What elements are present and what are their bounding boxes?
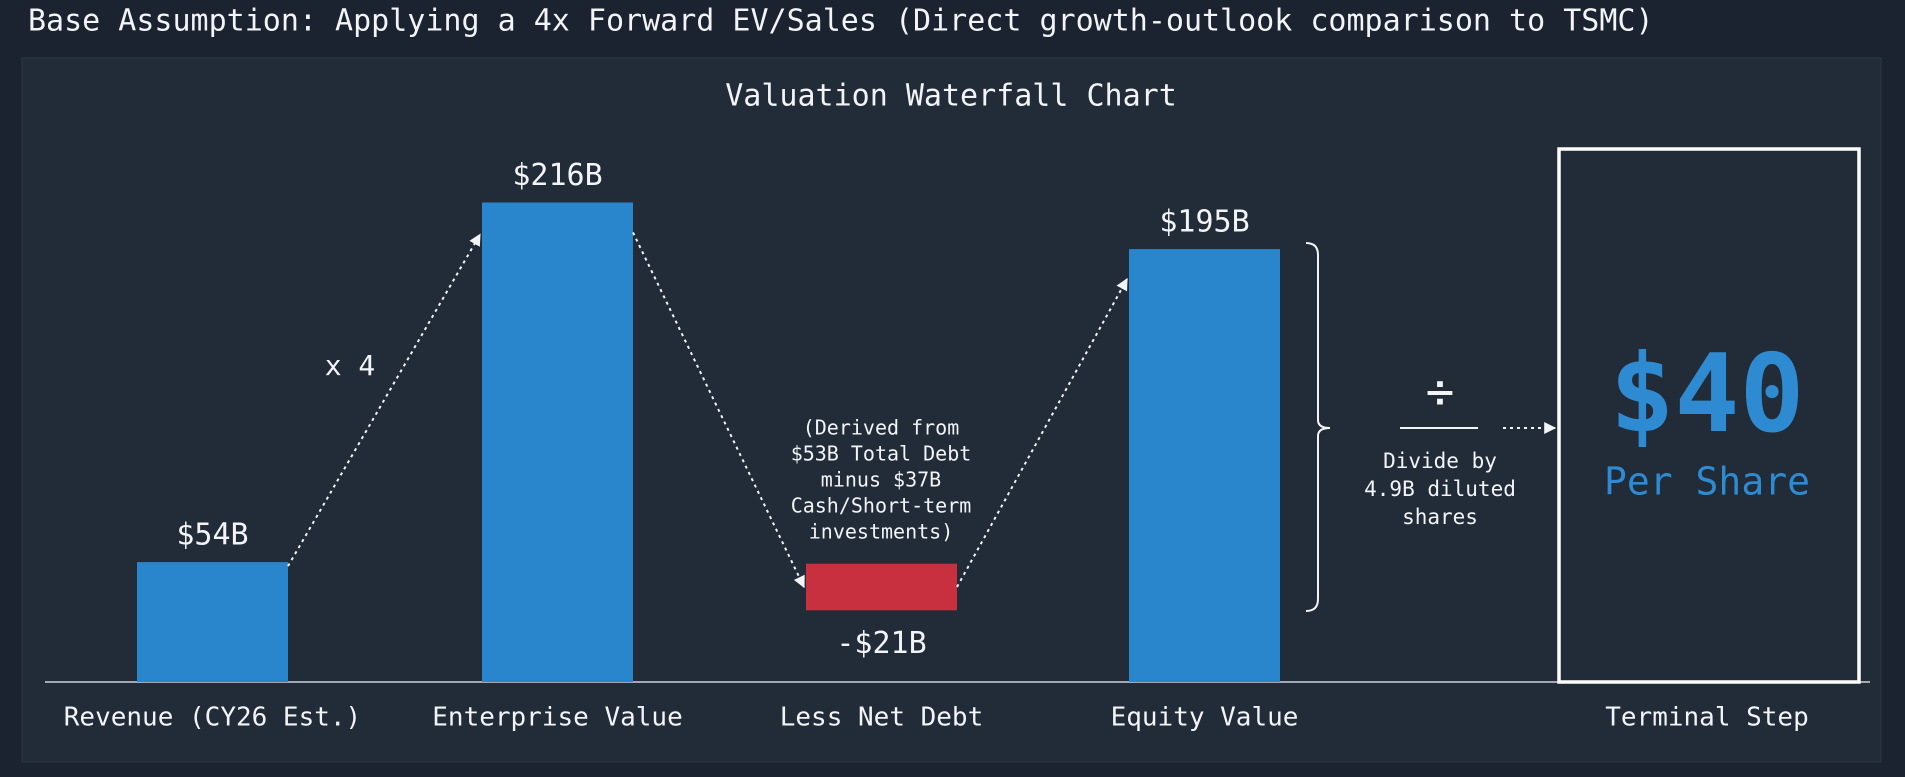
annotation: $53B Total Debt — [791, 442, 972, 466]
connector — [956, 278, 1128, 588]
x-tick-label: Less Net Debt — [780, 703, 984, 733]
divide-symbol: ÷ — [1426, 364, 1455, 420]
terminal-unit: Per Share — [1604, 460, 1810, 504]
connector — [632, 232, 805, 589]
x-tick-label: Terminal Step — [1605, 703, 1809, 733]
annotation: shares — [1402, 505, 1478, 529]
x-tick-label: Enterprise Value — [432, 703, 682, 733]
annotation: (Derived from — [803, 416, 960, 440]
annotation: 4.9B diluted — [1364, 477, 1516, 501]
annotation: Cash/Short-term — [791, 494, 972, 518]
annotation: investments) — [809, 520, 954, 544]
bar — [806, 563, 957, 611]
annotation: x 4 — [325, 349, 376, 382]
annotation: minus $37B — [821, 468, 941, 492]
value-label: -$21B — [836, 626, 926, 661]
bar — [482, 202, 633, 683]
value-label: $195B — [1159, 205, 1249, 240]
terminal-value: $40 — [1609, 332, 1804, 457]
bar — [137, 562, 288, 682]
x-tick-label: Equity Value — [1111, 703, 1299, 733]
bracket — [1305, 242, 1331, 612]
value-label: $216B — [512, 158, 602, 193]
x-tick-label: Revenue (CY26 Est.) — [64, 703, 361, 733]
chart-title: Valuation Waterfall Chart — [725, 79, 1177, 114]
annotation: Divide by — [1383, 449, 1497, 473]
value-label: $54B — [176, 518, 248, 553]
connector — [287, 233, 481, 567]
bar — [1129, 249, 1280, 682]
terminal-box — [1557, 147, 1861, 684]
panel — [21, 57, 1882, 763]
page-title: Base Assumption: Applying a 4x Forward E… — [28, 4, 1654, 39]
